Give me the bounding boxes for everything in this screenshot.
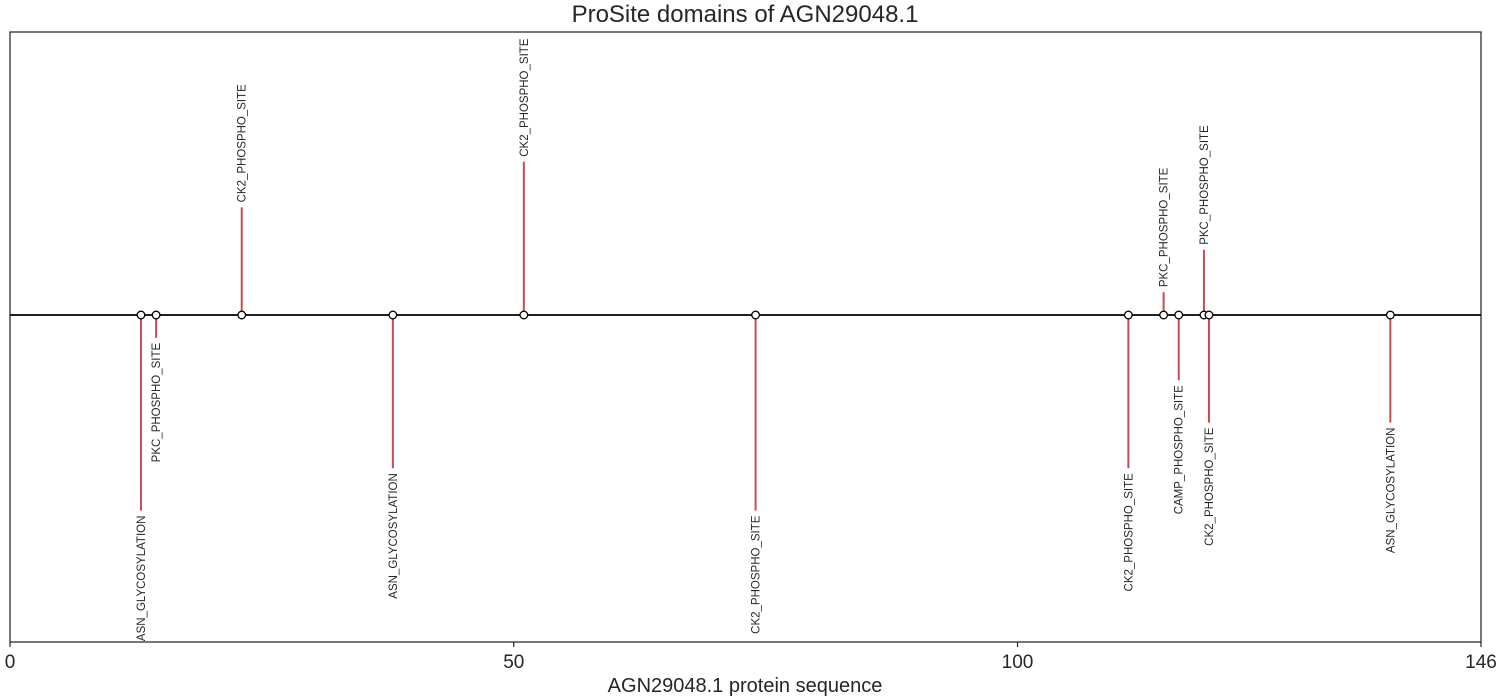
site-marker <box>1123 310 1133 320</box>
site-marker <box>237 310 247 320</box>
site-label: CK2_PHOSPHO_SITE <box>1123 473 1135 592</box>
site-label: ASN_GLYCOSYLATION <box>388 473 400 598</box>
site-marker <box>388 310 398 320</box>
site-label: PKC_PHOSPHO_SITE <box>1159 167 1171 287</box>
plot-area: ASN_GLYCOSYLATION PKC_PHOSPHO_SITE CK2_PHO… <box>9 31 1482 643</box>
site-label: CAMP_PHOSPHO_SITE <box>1174 385 1186 514</box>
plot-frame <box>9 31 1482 643</box>
site-marker <box>1385 310 1395 320</box>
x-tick-label: 50 <box>503 652 524 673</box>
x-tick-label: 146 <box>1465 652 1497 673</box>
x-tick-label: 0 <box>5 652 16 673</box>
site-marker <box>151 310 161 320</box>
x-tick-label: 100 <box>1002 652 1034 673</box>
site-label: CK2_PHOSPHO_SITE <box>751 515 763 634</box>
x-axis-label: AGN29048.1 protein sequence <box>608 675 883 697</box>
site-marker <box>136 310 146 320</box>
chart-title: ProSite domains of AGN29048.1 <box>572 1 919 28</box>
site-marker <box>1159 310 1169 320</box>
site-label: PKC_PHOSPHO_SITE <box>151 342 163 462</box>
site-label: PKC_PHOSPHO_SITE <box>1199 125 1211 245</box>
site-label: ASN_GLYCOSYLATION <box>136 516 148 641</box>
site-label: ASN_GLYCOSYLATION <box>1385 428 1397 553</box>
x-axis: 0 50 100 146 <box>5 642 1497 673</box>
site-marker <box>751 310 761 320</box>
site-label: CK2_PHOSPHO_SITE <box>237 84 249 203</box>
site-marker <box>1204 310 1214 320</box>
site-marker <box>1174 310 1184 320</box>
site-marker <box>519 310 529 320</box>
site-label: CK2_PHOSPHO_SITE <box>1204 427 1216 546</box>
site-label: CK2_PHOSPHO_SITE <box>519 38 531 157</box>
